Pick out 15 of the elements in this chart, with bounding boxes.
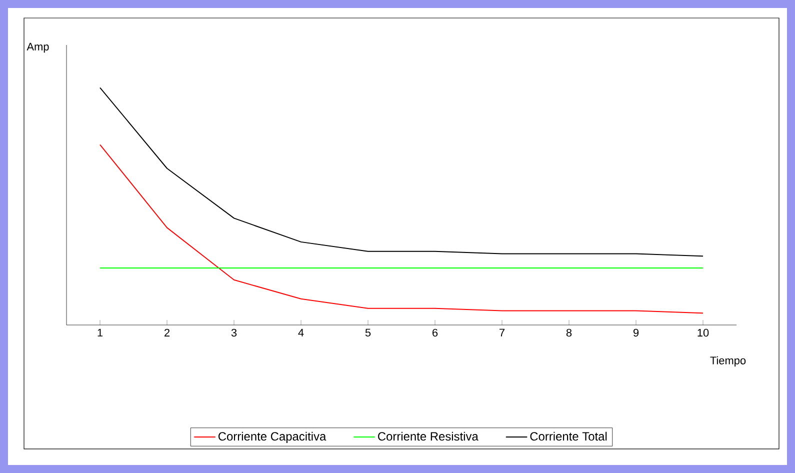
x-tick-label: 10 bbox=[698, 328, 709, 337]
legend-label: Corriente Total bbox=[530, 432, 607, 441]
x-tick-label: 4 bbox=[298, 328, 304, 336]
legend-label: Corriente Capacitiva bbox=[218, 432, 326, 443]
x-tick-label: 8 bbox=[566, 328, 572, 337]
x-tick-label: 2 bbox=[164, 328, 170, 336]
y-axis-title: Amp bbox=[26, 42, 49, 53]
x-axis-title: Tiempo bbox=[710, 356, 746, 366]
x-tick-label: 5 bbox=[365, 328, 371, 336]
x-tick-label: 7 bbox=[500, 328, 505, 336]
legend-label: Corriente Resistiva bbox=[378, 432, 478, 441]
x-tick-label: 9 bbox=[633, 328, 639, 337]
x-tick-label: 3 bbox=[231, 328, 237, 337]
x-tick-label: 1 bbox=[98, 328, 103, 336]
x-tick-label: 6 bbox=[432, 328, 438, 337]
